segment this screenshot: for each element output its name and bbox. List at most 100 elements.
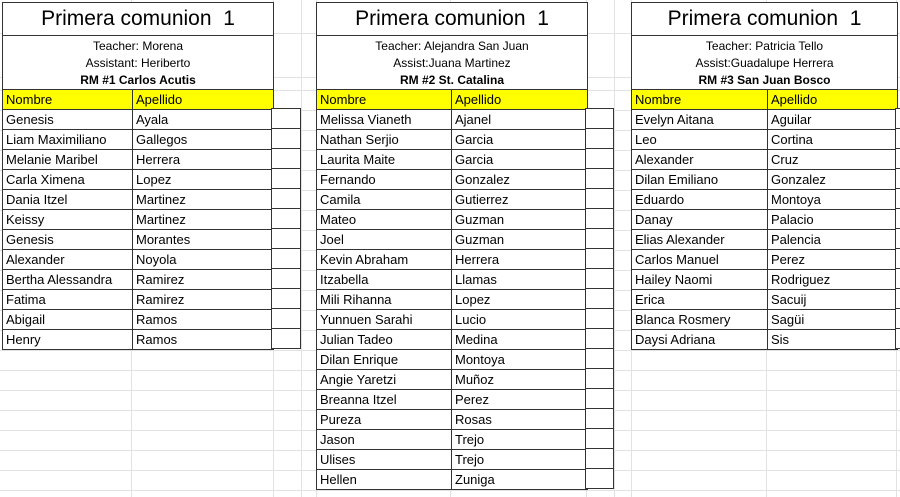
teacher-info-cell[interactable]: Teacher: Patricia Tello Assist:Guadalupe… xyxy=(632,35,897,89)
cell-apellido[interactable]: Ayala xyxy=(132,110,273,129)
cell-apellido[interactable]: Guzman xyxy=(451,210,587,229)
empty-cell[interactable] xyxy=(896,309,900,329)
cell-apellido[interactable]: Aguilar xyxy=(767,110,897,129)
empty-cell[interactable] xyxy=(586,369,613,389)
cell-nombre[interactable]: Joel xyxy=(320,232,344,247)
cell-nombre[interactable]: Erica xyxy=(635,292,665,307)
empty-cell[interactable] xyxy=(272,309,300,329)
cell-nombre[interactable]: Evelyn Aitana xyxy=(635,112,714,127)
cell-apellido[interactable]: Rodriguez xyxy=(767,270,897,289)
cell-nombre[interactable]: Carla Ximena xyxy=(6,172,85,187)
cell-nombre[interactable]: Melissa Vianeth xyxy=(320,112,412,127)
empty-cell[interactable] xyxy=(272,329,300,349)
empty-cell[interactable] xyxy=(586,389,613,409)
cell-nombre[interactable]: Fatima xyxy=(6,292,46,307)
empty-cell[interactable] xyxy=(272,109,300,129)
cell-nombre[interactable]: Pureza xyxy=(320,412,362,427)
cell-nombre[interactable]: Ulises xyxy=(320,452,356,467)
cell-apellido[interactable]: Muñoz xyxy=(451,370,587,389)
empty-cell[interactable] xyxy=(896,249,900,269)
cell-apellido[interactable]: Perez xyxy=(451,390,587,409)
empty-cell[interactable] xyxy=(272,289,300,309)
header-nombre[interactable]: Nombre xyxy=(635,92,682,107)
cell-apellido[interactable]: Ajanel xyxy=(451,110,587,129)
cell-nombre[interactable]: Daysi Adriana xyxy=(635,332,716,347)
empty-cell[interactable] xyxy=(586,249,613,269)
empty-cell[interactable] xyxy=(586,309,613,329)
empty-cell[interactable] xyxy=(896,229,900,249)
cell-nombre[interactable]: Itzabella xyxy=(320,272,369,287)
cell-apellido[interactable]: Lopez xyxy=(451,290,587,309)
cell-apellido[interactable]: Ramos xyxy=(132,310,273,329)
cell-apellido[interactable]: Martinez xyxy=(132,210,273,229)
cell-nombre[interactable]: Nathan Serjio xyxy=(320,132,399,147)
cell-nombre[interactable]: Melanie Maribel xyxy=(6,152,98,167)
teacher-info-cell[interactable]: Teacher: Morena Assistant: Heriberto RM … xyxy=(3,35,273,89)
empty-cell[interactable] xyxy=(586,229,613,249)
cell-apellido[interactable]: Palencia xyxy=(767,230,897,249)
empty-cell[interactable] xyxy=(586,289,613,309)
cell-nombre[interactable]: Leo xyxy=(635,132,657,147)
empty-cell[interactable] xyxy=(896,109,900,129)
cell-apellido[interactable]: Lopez xyxy=(132,170,273,189)
empty-cell[interactable] xyxy=(586,129,613,149)
cell-nombre[interactable]: Julian Tadeo xyxy=(320,332,393,347)
empty-cell[interactable] xyxy=(586,349,613,369)
header-apellido[interactable]: Apellido xyxy=(132,90,273,109)
empty-cell[interactable] xyxy=(272,229,300,249)
cell-nombre[interactable]: Genesis xyxy=(6,232,54,247)
cell-apellido[interactable]: Guzman xyxy=(451,230,587,249)
empty-cell[interactable] xyxy=(272,249,300,269)
cell-apellido[interactable]: Rosas xyxy=(451,410,587,429)
cell-nombre[interactable]: Eduardo xyxy=(635,192,685,207)
cell-apellido[interactable]: Trejo xyxy=(451,430,587,449)
cell-apellido[interactable]: Garcia xyxy=(451,130,587,149)
cell-apellido[interactable]: Gonzalez xyxy=(451,170,587,189)
header-apellido[interactable]: Apellido xyxy=(451,90,587,109)
empty-cell[interactable] xyxy=(896,289,900,309)
cell-apellido[interactable]: Medina xyxy=(451,330,587,349)
cell-apellido[interactable]: Montoya xyxy=(451,350,587,369)
empty-cell[interactable] xyxy=(586,449,613,469)
cell-nombre[interactable]: Dilan Enrique xyxy=(320,352,399,367)
cell-apellido[interactable]: Morantes xyxy=(132,230,273,249)
cell-nombre[interactable]: Fernando xyxy=(320,172,376,187)
cell-apellido[interactable]: Martinez xyxy=(132,190,273,209)
empty-cell[interactable] xyxy=(272,209,300,229)
empty-cell[interactable] xyxy=(586,269,613,289)
cell-apellido[interactable]: Sis xyxy=(767,330,897,349)
cell-apellido[interactable]: Lucio xyxy=(451,310,587,329)
empty-cell[interactable] xyxy=(896,169,900,189)
header-apellido[interactable]: Apellido xyxy=(767,90,897,109)
empty-cell[interactable] xyxy=(896,269,900,289)
header-nombre[interactable]: Nombre xyxy=(6,92,53,107)
empty-cell[interactable] xyxy=(586,209,613,229)
cell-nombre[interactable]: Elias Alexander xyxy=(635,232,725,247)
empty-cell[interactable] xyxy=(896,209,900,229)
cell-nombre[interactable]: Dania Itzel xyxy=(6,192,68,207)
cell-apellido[interactable]: Gallegos xyxy=(132,130,273,149)
cell-nombre[interactable]: Bertha Alessandra xyxy=(6,272,113,287)
empty-cell[interactable] xyxy=(586,469,613,489)
cell-nombre[interactable]: Hailey Naomi xyxy=(635,272,713,287)
cell-apellido[interactable]: Ramirez xyxy=(132,290,273,309)
cell-apellido[interactable]: Sagüi xyxy=(767,310,897,329)
cell-nombre[interactable]: Mateo xyxy=(320,212,357,227)
cell-nombre[interactable]: Yunnuen Sarahi xyxy=(320,312,413,327)
cell-nombre[interactable]: Kevin Abraham xyxy=(320,252,409,267)
cell-nombre[interactable]: Breanna Itzel xyxy=(320,392,397,407)
cell-nombre[interactable]: Henry xyxy=(6,332,41,347)
cell-apellido[interactable]: Noyola xyxy=(132,250,273,269)
empty-cell[interactable] xyxy=(586,149,613,169)
empty-cell[interactable] xyxy=(896,129,900,149)
table-title[interactable]: Primera comunion 1 xyxy=(667,7,862,30)
table-title[interactable]: Primera comunion 1 xyxy=(41,7,235,30)
cell-nombre[interactable]: Genesis xyxy=(6,112,54,127)
cell-apellido[interactable]: Herrera xyxy=(132,150,273,169)
empty-cell[interactable] xyxy=(896,329,900,349)
cell-nombre[interactable]: Alexander xyxy=(6,252,65,267)
cell-apellido[interactable]: Sacuij xyxy=(767,290,897,309)
cell-nombre[interactable]: Dilan Emiliano xyxy=(635,172,719,187)
table-title[interactable]: Primera comunion 1 xyxy=(355,7,549,30)
cell-apellido[interactable]: Ramos xyxy=(132,330,273,349)
